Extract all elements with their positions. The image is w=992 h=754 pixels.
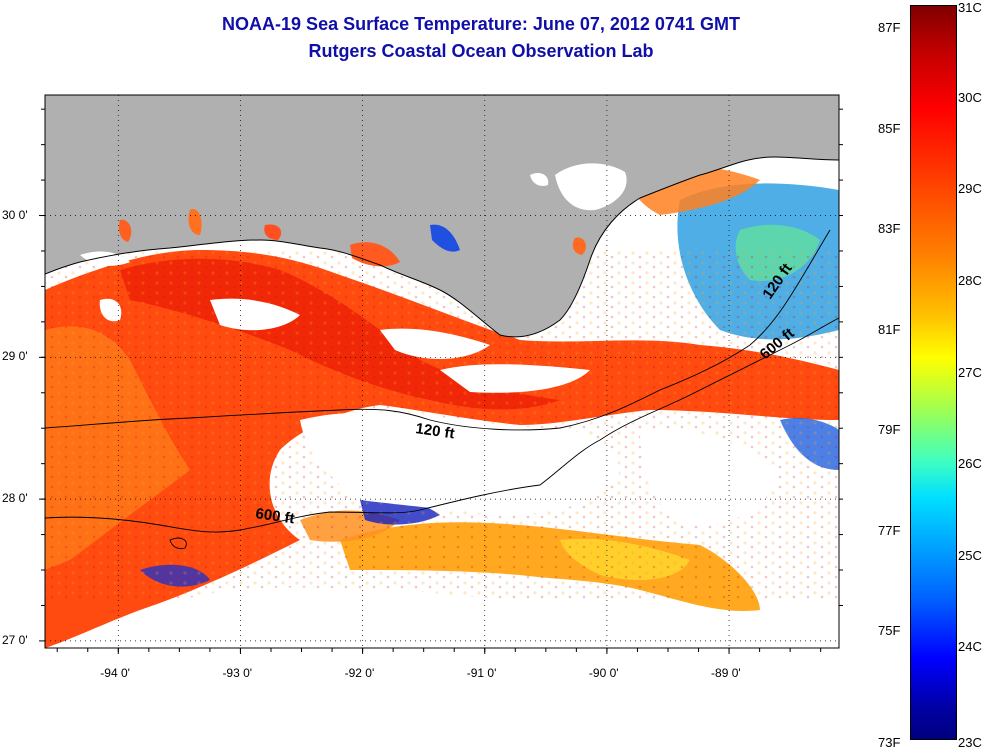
cloud-mask-north [380,328,490,360]
colorbar-c-label: 31C [958,0,982,15]
lon-label: -89 0' [711,666,741,680]
coastline [45,156,839,338]
contour-label-600ft: 600 ft [254,505,295,527]
temperature-colorbar [910,5,957,740]
colorbar-f-label: 85F [878,120,901,136]
lon-label: -90 0' [588,666,619,680]
cloud-mask-west-1 [99,298,122,322]
cloud-mask-central [300,412,620,515]
lon-label: -93 0' [222,666,253,680]
cloud-mask-east [640,429,780,526]
map-title: NOAA-19 Sea Surface Temperature: June 07… [222,14,740,34]
lon-label: -94 0' [100,666,130,680]
colorbar-c-label: 25C [958,547,982,563]
cloud-mask-south [160,587,839,648]
colorbar-c-label: 28C [958,272,982,288]
axis-ticks [39,108,843,654]
lat-label: 27 0' [2,632,28,647]
colorbar-f-label: 73F [878,735,901,750]
contour-600ft [45,317,839,533]
colorbar-c-label: 23C [958,735,982,750]
colorbar-c-label: 27C [958,364,982,380]
contour-120ft [45,229,831,431]
colorbar-f-label: 77F [878,522,901,538]
lon-label: -92 0' [344,666,375,680]
bay-cool-1 [430,224,460,252]
lake-small-1 [530,173,549,186]
colorbar-f-label: 83F [878,221,901,237]
graticule [45,95,839,648]
colorbar-c-label: 29C [958,181,982,197]
land-mass [45,95,839,337]
bay-warm-5 [188,209,202,235]
lake-small-2 [80,251,130,266]
lat-label: 29 0' [2,349,28,364]
lon-label: -91 0' [466,666,497,680]
colorbar-c-label: 30C [958,89,982,105]
map-frame [44,94,840,649]
bay-warm-1 [264,224,282,240]
lake-white [555,163,627,211]
contour-600ft-loop [169,537,187,550]
cloud-mask-west-2 [210,298,300,331]
colorbar-f-label: 81F [878,321,901,337]
map-subtitle: Rutgers Coastal Ocean Observation Lab [308,41,654,61]
colorbar-c-label: 24C [958,639,982,655]
colorbar-c-label: 26C [958,456,982,472]
lat-label: 28 0' [2,491,28,506]
bay-warm-2 [572,237,586,255]
contour-label-120ft: 120 ft [414,420,455,442]
lat-label: 30 0' [2,207,28,222]
colorbar-f-label: 87F [878,19,901,35]
cloud-mask-mid [440,364,590,393]
bay-warm-4 [118,219,132,242]
colorbar-f-label: 79F [878,422,901,438]
colorbar-f-label: 75F [878,623,901,639]
